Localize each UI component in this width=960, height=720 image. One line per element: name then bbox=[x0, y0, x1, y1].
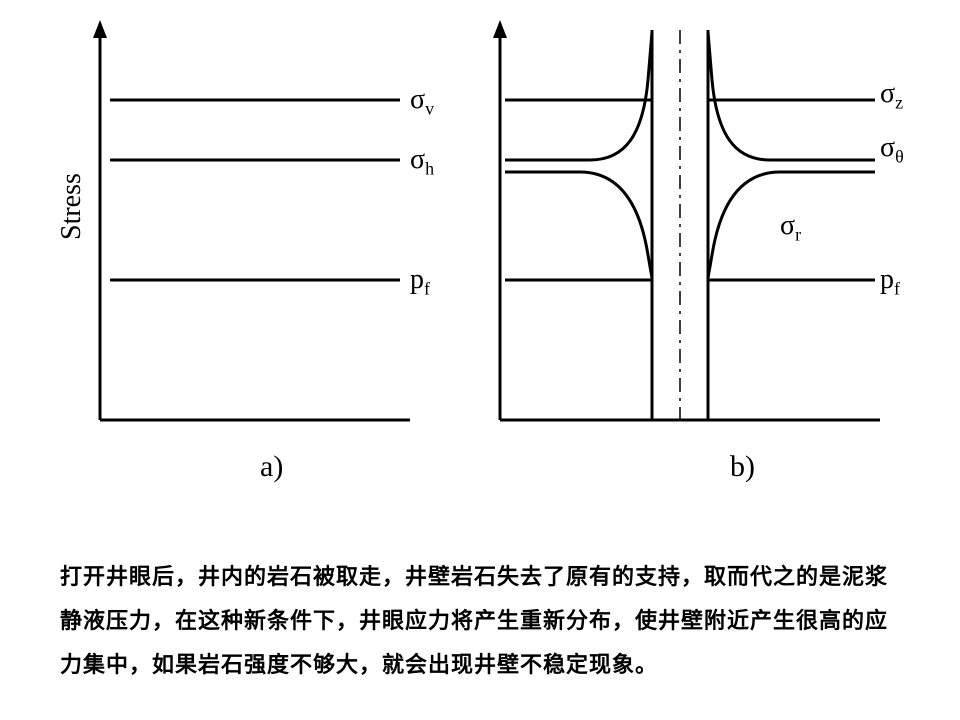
panel-a: Stress σv σh pf a) bbox=[70, 20, 450, 450]
description-text: 打开井眼后，井内的岩石被取走，井壁岩石失去了原有的支持，取而代之的是泥浆静液压力… bbox=[60, 555, 900, 687]
curve-sigma-theta-right bbox=[708, 32, 875, 160]
panel-b-caption: b) bbox=[730, 450, 755, 484]
curve-sigma-r-left bbox=[505, 172, 652, 278]
panel-a-y-arrow bbox=[93, 20, 107, 38]
label-pf-b: pf bbox=[880, 264, 900, 300]
label-sigma-v: σv bbox=[410, 84, 434, 120]
label-sigma-r: σr bbox=[780, 210, 801, 246]
panel-a-caption: a) bbox=[260, 450, 283, 484]
label-sigma-z: σz bbox=[880, 78, 903, 114]
label-sigma-h: σh bbox=[410, 144, 434, 180]
page-container: Stress σv σh pf a) bbox=[0, 0, 960, 720]
panel-b-y-arrow bbox=[493, 20, 507, 38]
chart-area: Stress σv σh pf a) bbox=[40, 20, 920, 510]
panel-a-svg bbox=[70, 20, 450, 450]
label-sigma-theta: σθ bbox=[880, 132, 904, 168]
panel-b-svg bbox=[480, 20, 920, 450]
panel-b: σz σθ σr pf b) bbox=[480, 20, 920, 450]
y-axis-label-stress: Stress bbox=[56, 173, 88, 240]
curve-sigma-theta-left bbox=[505, 32, 652, 160]
label-pf-a: pf bbox=[410, 264, 430, 300]
